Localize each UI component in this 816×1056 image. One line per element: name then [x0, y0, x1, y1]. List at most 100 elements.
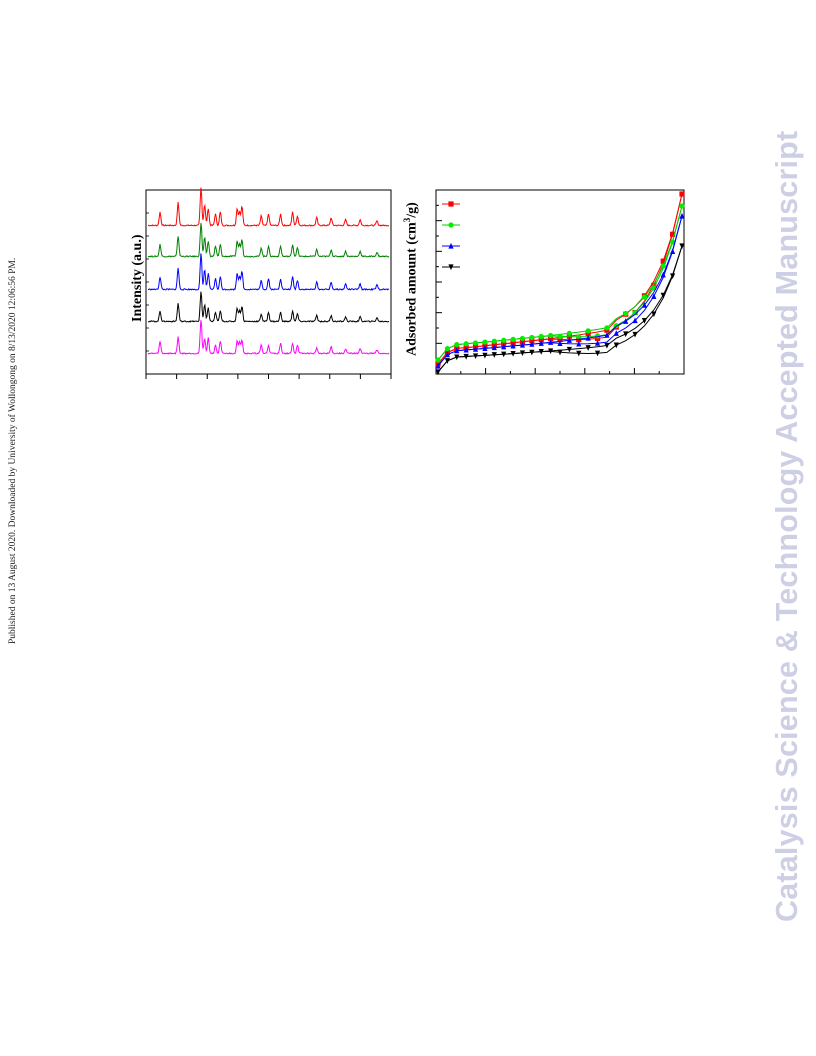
isotherm-marker — [585, 330, 591, 337]
isotherm-marker — [435, 362, 441, 369]
xrd-series-line — [147, 187, 390, 227]
isotherm-figure: Adsorbed amount (cm3/g) — [398, 186, 690, 382]
isotherm-marker — [679, 203, 685, 209]
isotherm-marker — [660, 258, 666, 264]
isotherm-marker — [576, 340, 582, 347]
isotherm-marker — [548, 348, 554, 355]
isotherm-marker — [435, 357, 441, 363]
isotherm-marker — [623, 318, 629, 324]
isotherm-marker — [632, 317, 638, 324]
isotherm-marker — [548, 332, 554, 339]
isotherm-marker — [491, 344, 497, 351]
isotherm-marker — [632, 309, 638, 316]
isotherm-marker — [557, 333, 563, 340]
isotherm-marker — [548, 335, 554, 342]
legend-marker — [448, 201, 454, 207]
xrd-series-line — [147, 223, 390, 258]
isotherm-marker — [454, 354, 460, 361]
isotherm-marker — [435, 369, 441, 376]
isotherm-marker — [501, 343, 507, 350]
isotherm-marker — [454, 347, 460, 354]
isotherm-marker — [472, 353, 479, 360]
isotherm-marker — [679, 243, 685, 250]
isotherm-marker — [463, 341, 469, 347]
xrd-series-line — [147, 253, 390, 291]
xrd-plot — [145, 187, 392, 379]
isotherm-series-group — [435, 191, 685, 376]
isotherm-marker — [538, 340, 544, 346]
isotherm-marker — [472, 340, 479, 346]
isotherm-marker — [491, 352, 497, 358]
isotherm-marker — [482, 339, 488, 345]
isotherm-marker — [594, 350, 601, 357]
isotherm-marker — [444, 345, 450, 352]
isotherm-marker — [670, 231, 676, 237]
isotherm-marker — [472, 346, 479, 352]
isotherm-marker — [482, 352, 488, 359]
isotherm-marker — [557, 349, 563, 356]
isotherm-marker — [529, 338, 535, 344]
isotherm-marker — [585, 334, 591, 341]
isotherm-marker — [566, 346, 572, 353]
isotherm-marker — [660, 292, 666, 299]
isotherm-marker — [519, 341, 526, 348]
isotherm-marker — [501, 337, 507, 343]
isotherm-marker — [670, 248, 676, 255]
isotherm-marker — [510, 350, 516, 357]
isotherm-marker — [444, 358, 450, 364]
isotherm-marker — [538, 349, 544, 355]
isotherm-marker — [613, 342, 619, 349]
isotherm-marker — [679, 212, 685, 219]
isotherm-marker — [604, 342, 610, 349]
isotherm-marker — [463, 346, 469, 353]
isotherm-marker — [623, 331, 629, 338]
isotherm-marker — [444, 351, 450, 358]
isotherm-marker — [519, 335, 526, 342]
isotherm-marker — [660, 263, 666, 269]
isotherm-ticks — [435, 189, 685, 375]
isotherm-marker — [482, 345, 488, 351]
publication-note: Published on 13 August 2020. Downloaded … — [8, 257, 18, 644]
isotherm-marker — [557, 336, 563, 343]
xrd-figure: Intensity (a.u.) — [126, 186, 396, 382]
isotherm-marker — [557, 340, 563, 346]
isotherm-marker — [641, 318, 648, 324]
isotherm-marker — [510, 336, 516, 342]
isotherm-marker — [651, 282, 657, 288]
isotherm-legend — [442, 201, 460, 271]
isotherm-marker — [529, 334, 535, 341]
isotherm-marker — [613, 330, 619, 336]
isotherm-marker — [585, 345, 591, 351]
isotherm-marker — [670, 273, 676, 280]
isotherm-marker — [604, 332, 610, 338]
isotherm-marker — [660, 271, 666, 278]
journal-watermark: Catalysis Science & Technology Accepted … — [770, 130, 804, 922]
isotherm-marker — [548, 339, 554, 345]
isotherm-marker — [585, 328, 591, 334]
isotherm-marker — [576, 350, 582, 357]
isotherm-marker — [604, 325, 610, 331]
isotherm-marker — [651, 293, 657, 300]
isotherm-plot — [435, 189, 685, 376]
isotherm-marker — [641, 294, 648, 300]
isotherm-marker — [519, 339, 526, 345]
isotherm-marker — [491, 338, 497, 344]
isotherm-marker — [594, 340, 601, 346]
xrd-series-line — [147, 291, 390, 323]
isotherm-marker — [632, 331, 638, 338]
isotherm-marker — [566, 333, 572, 339]
xrd-ticks — [145, 189, 392, 379]
isotherm-marker — [641, 302, 648, 308]
xrd-series-group — [147, 187, 390, 355]
isotherm-marker — [510, 342, 516, 349]
isotherm-marker — [454, 341, 460, 348]
isotherm-marker — [463, 353, 469, 360]
legend-marker — [448, 264, 454, 271]
isotherm-marker — [529, 341, 535, 347]
isotherm-marker — [538, 337, 544, 343]
legend-marker — [448, 242, 454, 249]
isotherm-marker — [651, 311, 657, 318]
isotherm-marker — [519, 350, 526, 357]
isotherm-marker — [576, 334, 582, 340]
isotherm-marker — [679, 191, 685, 197]
